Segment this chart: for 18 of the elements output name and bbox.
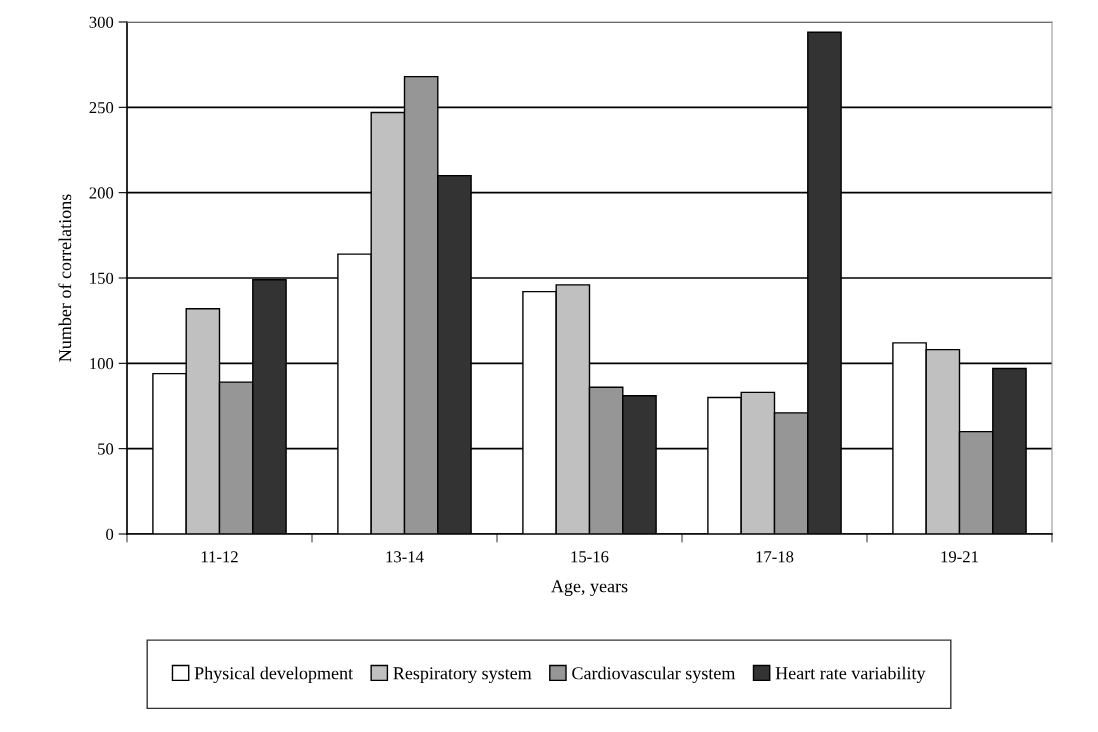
y-axis-title: Number of correlations [58, 194, 72, 362]
x-axis-title: Age, years [551, 580, 628, 597]
y-tick-label: 250 [89, 102, 114, 114]
legend-label: Cardiovascular system [572, 666, 736, 684]
y-tick-label: 200 [89, 187, 114, 199]
x-tick-label: 11-12 [201, 551, 238, 563]
y-tick-label: 0 [106, 528, 114, 540]
legend-label: Physical development [194, 666, 353, 684]
x-tick-label: 17-18 [756, 551, 794, 563]
y-tick-label: 150 [90, 272, 114, 284]
y-tick-label: 300 [89, 16, 114, 28]
x-tick-label: 15-16 [571, 551, 609, 563]
legend-label: Respiratory system [393, 667, 532, 684]
x-tick-label: 13-14 [386, 551, 424, 563]
y-tick-label: 50 [98, 443, 114, 455]
legend-label: Heart rate variability [775, 666, 926, 684]
y-tick-label: 100 [90, 358, 114, 370]
x-tick-label: 19-21 [941, 551, 978, 563]
